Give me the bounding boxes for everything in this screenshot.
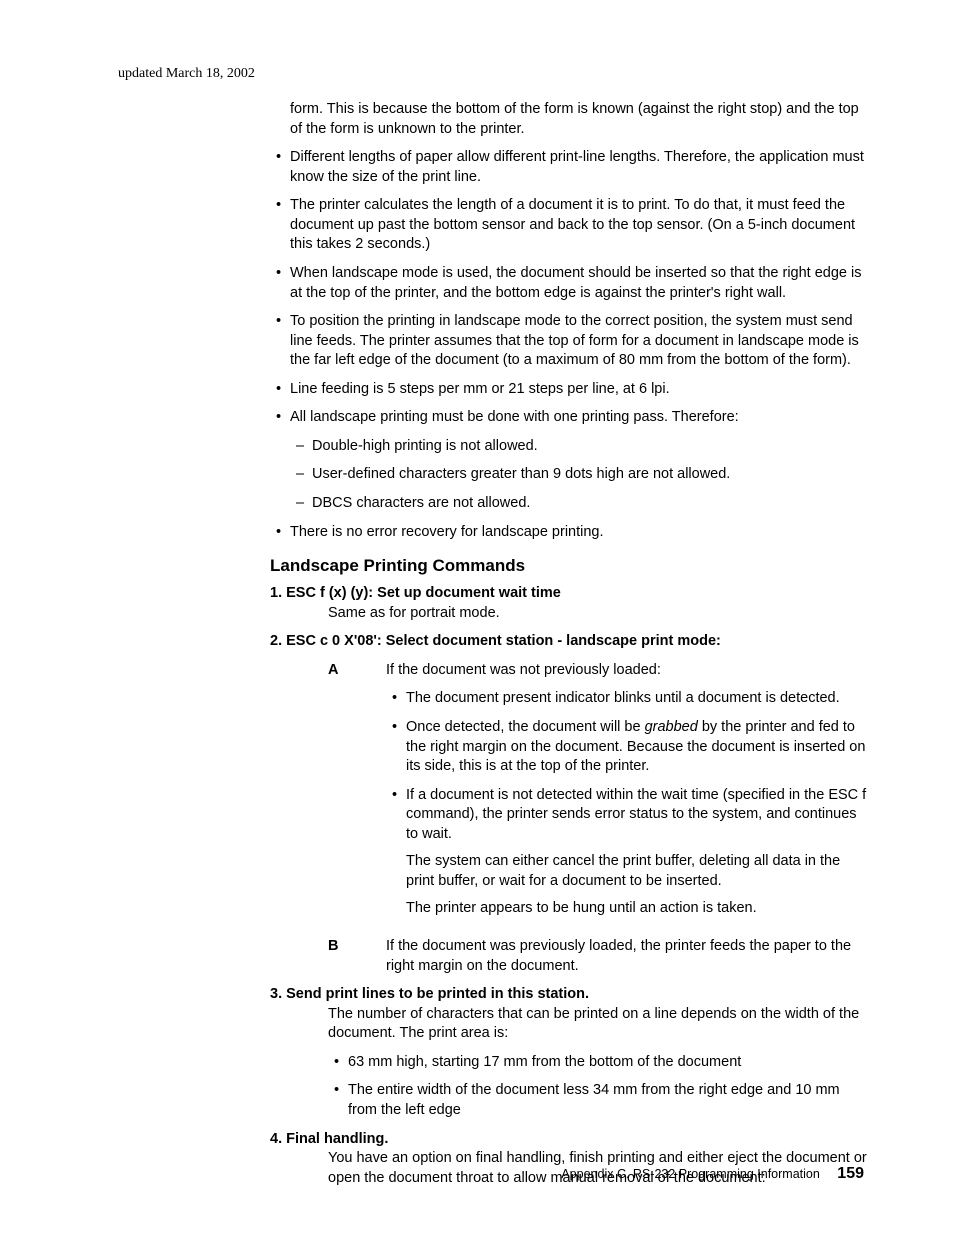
list-item: There is no error recovery for landscape… (270, 523, 870, 543)
letter-label: A (328, 661, 386, 928)
page-footer: Appendix C. RS-232 Programming Informati… (561, 1165, 864, 1183)
list-item: 63 mm high, starting 17 mm from the bott… (328, 1053, 870, 1073)
list-item: To position the printing in landscape mo… (270, 312, 870, 371)
numbered-item-2: 2. ESC c 0 X'08': Select document statio… (270, 632, 870, 652)
page-number: 159 (837, 1165, 864, 1182)
item-label: 1. ESC f (x) (y): Set up document wait t… (270, 585, 561, 601)
inner-bullet-list: The document present indicator blinks un… (386, 689, 870, 919)
top-bullet-list: Different lengths of paper allow differe… (270, 148, 870, 542)
list-item: The entire width of the document less 34… (328, 1081, 870, 1120)
letter-item-b: B If the document was previously loaded,… (270, 937, 870, 976)
intro-paragraph: form. This is because the bottom of the … (270, 100, 870, 139)
list-item: User-defined characters greater than 9 d… (290, 465, 870, 485)
list-item: Line feeding is 5 steps per mm or 21 ste… (270, 380, 870, 400)
letter-label: B (328, 937, 386, 976)
item-body: The number of characters that can be pri… (270, 1005, 870, 1121)
page-content: form. This is because the bottom of the … (270, 100, 870, 1197)
footer-text: Appendix C. RS-232 Programming Informati… (561, 1167, 819, 1181)
list-item: Once detected, the document will be grab… (386, 718, 870, 777)
section-heading: Landscape Printing Commands (270, 556, 870, 576)
inner-bullet-list: 63 mm high, starting 17 mm from the bott… (328, 1053, 870, 1121)
item-body: Same as for portrait mode. (270, 604, 870, 624)
bullet-text-pre: Once detected, the document will be (406, 719, 645, 735)
italic-text: grabbed (645, 719, 698, 735)
list-item: All landscape printing must be done with… (270, 408, 870, 513)
list-item: Double-high printing is not allowed. (290, 437, 870, 457)
list-item: DBCS characters are not allowed. (290, 494, 870, 514)
numbered-item-1: 1. ESC f (x) (y): Set up document wait t… (270, 584, 870, 623)
list-item: Different lengths of paper allow differe… (270, 148, 870, 187)
letter-content: If the document was not previously loade… (386, 661, 870, 928)
body-text: The number of characters that can be pri… (328, 1006, 859, 1042)
inner-paragraph: The printer appears to be hung until an … (406, 899, 870, 919)
list-item: When landscape mode is used, the documen… (270, 264, 870, 303)
item-label: 4. Final handling. (270, 1131, 388, 1147)
letter-content: If the document was previously loaded, t… (386, 937, 870, 976)
letter-item-a: A If the document was not previously loa… (270, 661, 870, 928)
list-item: If a document is not detected within the… (386, 786, 870, 919)
numbered-item-3: 3. Send print lines to be printed in thi… (270, 985, 870, 1120)
list-item: The document present indicator blinks un… (386, 689, 870, 709)
inner-paragraph: The system can either cancel the print b… (406, 852, 870, 891)
item-label: 3. Send print lines to be printed in thi… (270, 986, 589, 1002)
item-label: 2. ESC c 0 X'08': Select document statio… (270, 633, 721, 649)
bullet-text: All landscape printing must be done with… (290, 409, 739, 425)
letter-intro: If the document was not previously loade… (386, 662, 661, 678)
header-date: updated March 18, 2002 (118, 66, 255, 82)
bullet-text: If a document is not detected within the… (406, 787, 866, 842)
sub-dash-list: Double-high printing is not allowed. Use… (290, 437, 870, 514)
list-item: The printer calculates the length of a d… (270, 196, 870, 255)
